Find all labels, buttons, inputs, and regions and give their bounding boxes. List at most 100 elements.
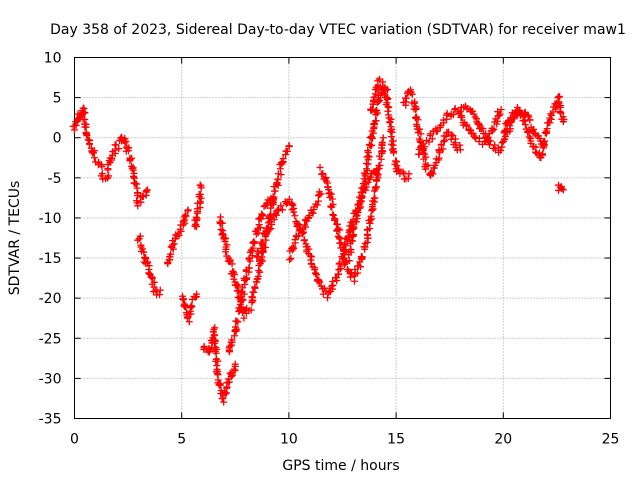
data-point-marker [363, 153, 371, 161]
data-point-marker [345, 257, 353, 265]
data-point-marker [530, 129, 538, 137]
data-point-marker [218, 219, 226, 227]
data-point-marker [248, 293, 256, 301]
data-point-marker [313, 201, 321, 209]
data-point-marker [490, 125, 498, 133]
data-point-marker [342, 259, 350, 267]
data-point-marker [233, 317, 241, 325]
data-point-marker [226, 256, 234, 264]
data-point-marker [334, 270, 342, 278]
data-point-marker [267, 225, 275, 233]
data-point-marker [97, 172, 105, 180]
data-point-marker [213, 370, 221, 378]
data-point-marker [347, 246, 355, 254]
x-tick-label: 15 [387, 432, 405, 448]
data-point-marker [186, 304, 194, 312]
data-point-marker [331, 216, 339, 224]
data-point-marker [256, 224, 264, 232]
data-point-marker [272, 211, 280, 219]
data-point-marker [521, 121, 529, 129]
data-point-marker [501, 127, 509, 135]
data-point-marker [313, 271, 321, 279]
data-point-marker [385, 103, 393, 111]
data-point-marker [196, 181, 204, 189]
data-point-marker [265, 226, 273, 234]
data-point-marker [252, 278, 260, 286]
data-point-marker [130, 173, 138, 181]
data-point-marker [286, 256, 294, 264]
data-point-marker [555, 98, 563, 106]
data-point-marker [149, 274, 157, 282]
x-tick-label: 0 [70, 432, 79, 448]
data-point-marker [456, 146, 464, 154]
data-point-marker [506, 125, 514, 133]
data-point-marker [384, 95, 392, 103]
data-point-marker [482, 130, 490, 138]
data-point-marker [496, 110, 504, 118]
data-point-marker [501, 132, 509, 140]
data-point-marker [197, 194, 205, 202]
data-point-marker [309, 209, 317, 217]
y-tick-label: -35 [39, 412, 62, 428]
data-point-marker [218, 395, 226, 403]
data-point-marker [282, 147, 290, 155]
data-point-marker [194, 208, 202, 216]
data-point-marker [367, 212, 375, 220]
data-point-marker [559, 186, 567, 194]
data-point-marker [348, 237, 356, 245]
data-point-marker [231, 270, 239, 278]
data-point-marker [557, 102, 565, 110]
data-point-marker [250, 238, 258, 246]
data-point-marker [258, 240, 266, 248]
y-tick-label: 5 [53, 91, 62, 107]
data-point-marker [422, 153, 430, 161]
data-point-marker [197, 182, 205, 190]
data-point-marker [167, 250, 175, 258]
data-point-marker [184, 314, 192, 322]
data-point-marker [425, 138, 433, 146]
data-point-marker [134, 202, 142, 210]
data-point-marker [83, 131, 91, 139]
data-point-marker [278, 159, 286, 167]
data-point-marker [126, 155, 134, 163]
data-point-marker [449, 110, 457, 118]
data-point-marker [439, 145, 447, 153]
data-point-marker [374, 165, 382, 173]
data-point-marker [196, 198, 204, 206]
data-point-marker [457, 112, 465, 120]
data-point-marker [137, 198, 145, 206]
data-point-marker [507, 114, 515, 122]
data-point-marker [329, 211, 337, 219]
data-point-marker [336, 226, 344, 234]
data-point-marker [349, 231, 357, 239]
data-point-marker [525, 127, 533, 135]
data-point-marker [367, 133, 375, 141]
data-point-marker [315, 277, 323, 285]
data-point-marker [525, 133, 533, 141]
data-point-marker [175, 231, 183, 239]
data-point-marker [435, 147, 443, 155]
data-point-marker [405, 170, 413, 178]
data-point-marker [547, 112, 555, 120]
data-point-marker [250, 288, 258, 296]
data-point-marker [187, 302, 195, 310]
data-point-marker [245, 255, 253, 263]
data-point-marker [379, 134, 387, 142]
data-point-marker [408, 90, 416, 98]
data-point-marker [239, 284, 247, 292]
data-point-marker [559, 118, 567, 126]
data-point-marker [145, 269, 153, 277]
data-point-marker [70, 126, 78, 134]
data-point-marker [128, 164, 136, 172]
data-point-marker [227, 373, 235, 381]
data-point-marker [508, 117, 516, 125]
data-point-marker [387, 133, 395, 141]
data-point-marker [318, 170, 326, 178]
data-point-marker [295, 220, 303, 228]
data-point-marker [520, 117, 528, 125]
data-point-marker [342, 242, 350, 250]
data-point-marker [540, 138, 548, 146]
data-point-marker [366, 219, 374, 227]
data-point-marker [362, 178, 370, 186]
